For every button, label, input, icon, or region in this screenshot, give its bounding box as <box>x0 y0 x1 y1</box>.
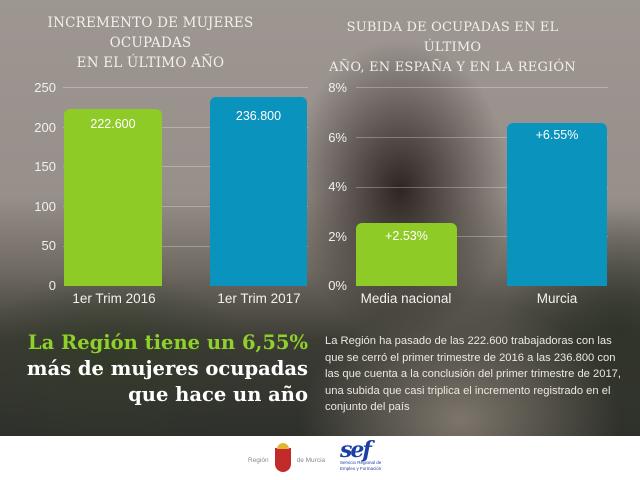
y-tick-100: 100 <box>34 199 56 214</box>
sef-logo-mark: sef <box>340 437 372 463</box>
x-label-2017: 1er Trim 2017 <box>217 291 301 306</box>
x-label-2016: 1er Trim 2016 <box>72 291 156 306</box>
region-de-murcia-logo: Región de Murcia <box>248 443 326 472</box>
y-tick-4pct: 4% <box>328 179 347 194</box>
chart-left-title-line1: INCREMENTO DE MUJERES OCUPADAS <box>47 15 254 51</box>
y-tick-250: 250 <box>34 80 56 95</box>
description-paragraph: La Región ha pasado de las 222.600 traba… <box>325 335 622 413</box>
gridline <box>356 236 608 237</box>
chart-right-title-line2: AÑO, EN ESPAÑA Y EN LA REGIÓN <box>329 60 576 75</box>
y-tick-8pct: 8% <box>328 80 347 95</box>
gridline <box>63 246 308 247</box>
gridline <box>356 87 608 88</box>
sef-subtitle-2: Empleo y Formación <box>340 466 382 471</box>
headline-line2: más de mujeres ocupadas <box>26 357 308 380</box>
bar-value-label: 222.600 <box>90 117 136 131</box>
headline-line1: La Región tiene un 6,55% <box>27 331 308 354</box>
gridline <box>63 87 308 88</box>
bar-value-label: +6.55% <box>535 128 579 142</box>
y-tick-0pct: 0% <box>328 278 347 293</box>
y-tick-0: 0 <box>48 278 56 293</box>
y-tick-6pct: 6% <box>328 130 347 145</box>
gridline <box>63 127 308 128</box>
gridline <box>356 187 608 188</box>
chart-left-title-line2: EN EL ÚLTIMO AÑO <box>76 55 225 71</box>
bar-media-nacional: +2.53% <box>356 223 457 286</box>
y-tick-150: 150 <box>34 159 56 174</box>
chart-right-title: SUBIDA DE OCUPADAS EN EL ÚLTIMO AÑO, EN … <box>325 18 580 78</box>
logo-text-de-murcia: de Murcia <box>296 456 326 464</box>
y-tick-200: 200 <box>34 120 56 135</box>
sef-logo: sef Servicio Regional de Empleo y Formac… <box>340 437 400 472</box>
headline-line3: que hace un año <box>128 383 308 406</box>
infographic-background: INCREMENTO DE MUJERES OCUPADAS EN EL ÚLT… <box>0 0 640 436</box>
footer-logos: Región de Murcia sef Servicio Regional d… <box>0 436 640 480</box>
y-tick-2pct: 2% <box>328 229 347 244</box>
bar-1er-trim-2017: 236.800 <box>210 97 307 286</box>
gridline <box>63 206 308 207</box>
logo-text-region: Región <box>248 456 269 464</box>
gridline <box>356 137 608 138</box>
x-label-media-nacional: Media nacional <box>360 291 452 306</box>
bar-value-label: +2.53% <box>385 229 428 243</box>
murcia-coat-of-arms-icon <box>274 443 291 472</box>
bar-value-label: 236.800 <box>235 109 282 123</box>
bar-murcia: +6.55% <box>507 123 607 286</box>
chart-right-title-line1: SUBIDA DE OCUPADAS EN EL ÚLTIMO <box>346 20 559 55</box>
sef-subtitle-1: Servicio Regional de <box>340 460 382 465</box>
chart-left-title: INCREMENTO DE MUJERES OCUPADAS EN EL ÚLT… <box>18 13 283 73</box>
bar-1er-trim-2016: 222.600 <box>64 109 162 286</box>
x-label-murcia: Murcia <box>536 291 578 306</box>
y-tick-50: 50 <box>41 238 56 253</box>
headline: La Región tiene un 6,55% más de mujeres … <box>27 330 308 408</box>
gridline <box>63 166 308 167</box>
